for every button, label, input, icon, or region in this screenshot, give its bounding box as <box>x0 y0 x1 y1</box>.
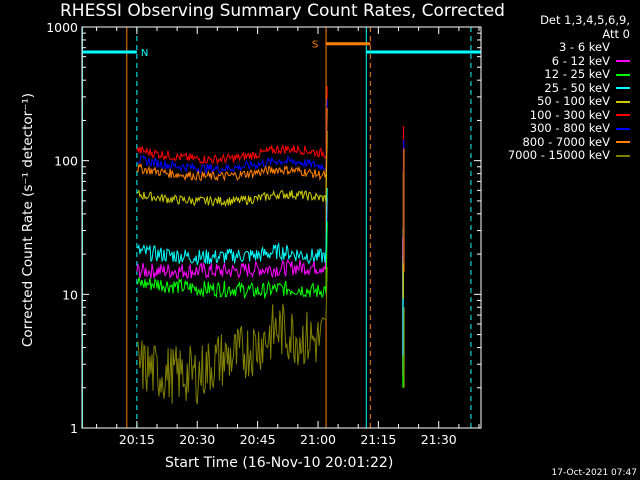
legend-item-5: 100 - 300 keV <box>508 107 630 123</box>
legend-item-7: 800 - 7000 keV <box>508 134 630 150</box>
series-line-4 <box>136 131 328 208</box>
x-tick-label-3: 21:00 <box>300 432 336 447</box>
legend-item-swatch-6 <box>616 127 630 130</box>
legend-item-3: 25 - 50 keV <box>508 80 630 96</box>
y-axis-title: Corrected Count Rate (s⁻¹ detector⁻¹) <box>20 92 36 347</box>
legend-item-swatch-2 <box>616 73 630 76</box>
chart-axes: 1 10 100 1000 20:15 20:30 20:45 21:00 21:15 21:30 <box>46 20 481 447</box>
x-axis-title: Start Time (16-Nov-10 20:01:22) <box>165 455 394 471</box>
x-tick-label-1: 20:30 <box>179 432 215 447</box>
series-line-7 <box>136 108 328 182</box>
series-line-5 <box>136 86 328 165</box>
x-tick-label-5: 21:30 <box>421 432 457 447</box>
legend: Det 1,3,4,5,6,9, Att 0 3 - 6 keV 6 - 12 k… <box>507 13 631 163</box>
saa-flag-label: S <box>312 40 318 51</box>
y-tick-label-2: 100 <box>54 154 78 169</box>
series-line-2 <box>136 221 328 300</box>
series-line-3 <box>136 187 328 266</box>
chart-title: RHESSI Observing Summary Count Rates, Co… <box>60 1 505 21</box>
legend-item-label-5: 100 - 300 keV <box>529 107 610 122</box>
series-line-6 <box>136 99 328 174</box>
legend-item-label-2: 12 - 25 keV <box>544 67 610 81</box>
legend-item-label-4: 50 - 100 keV <box>537 94 610 108</box>
legend-item-swatch-8 <box>616 154 630 157</box>
legend-detector-line-2: Att 0 <box>602 26 630 41</box>
y-tick-label-1: 10 <box>62 287 78 302</box>
legend-item-1: 6 - 12 keV <box>508 53 630 69</box>
legend-detector-line-1: Det 1,3,4,5,6,9, <box>540 13 630 27</box>
legend-item-4: 50 - 100 keV <box>508 94 630 109</box>
x-tick-label-4: 21:15 <box>360 432 396 447</box>
x-tick-label-0: 20:15 <box>119 432 155 447</box>
x-tick-label-2: 20:45 <box>240 432 276 447</box>
night-flag-label: N <box>141 48 148 59</box>
legend-item-label-0: 3 - 6 keV <box>559 40 610 54</box>
legend-items: 3 - 6 keV 6 - 12 keV 12 - 25 keV 25 - 50 ke… <box>507 40 631 163</box>
series-line-8 <box>136 266 328 405</box>
series-line-0 <box>136 243 328 351</box>
legend-item-2: 12 - 25 keV <box>508 67 630 82</box>
legend-item-label-1: 6 - 12 keV <box>551 53 610 68</box>
legend-item-label-7: 800 - 7000 keV <box>522 134 610 149</box>
y-tick-label-0: 1 <box>70 421 78 436</box>
legend-item-8: 7000 - 15000 keV <box>507 148 630 163</box>
legend-item-swatch-4 <box>616 100 630 103</box>
legend-item-0: 3 - 6 keV <box>508 40 631 55</box>
legend-item-6: 300 - 800 keV <box>508 121 630 136</box>
legend-item-label-6: 300 - 800 keV <box>529 121 610 135</box>
legend-item-label-8: 7000 - 15000 keV <box>507 148 610 162</box>
legend-item-swatch-1 <box>616 60 630 63</box>
legend-item-swatch-3 <box>616 87 630 90</box>
legend-item-swatch-7 <box>616 141 630 144</box>
legend-item-swatch-5 <box>616 114 630 117</box>
series-line-1 <box>136 197 328 280</box>
plot-frame <box>81 26 482 429</box>
chart-data-layer: NS <box>81 27 481 428</box>
legend-item-swatch-0 <box>615 45 631 50</box>
y-tick-label-3: 1000 <box>46 20 78 35</box>
footer-date: 17-Oct-2021 07:47 <box>551 468 637 478</box>
legend-item-label-3: 25 - 50 keV <box>544 80 610 95</box>
